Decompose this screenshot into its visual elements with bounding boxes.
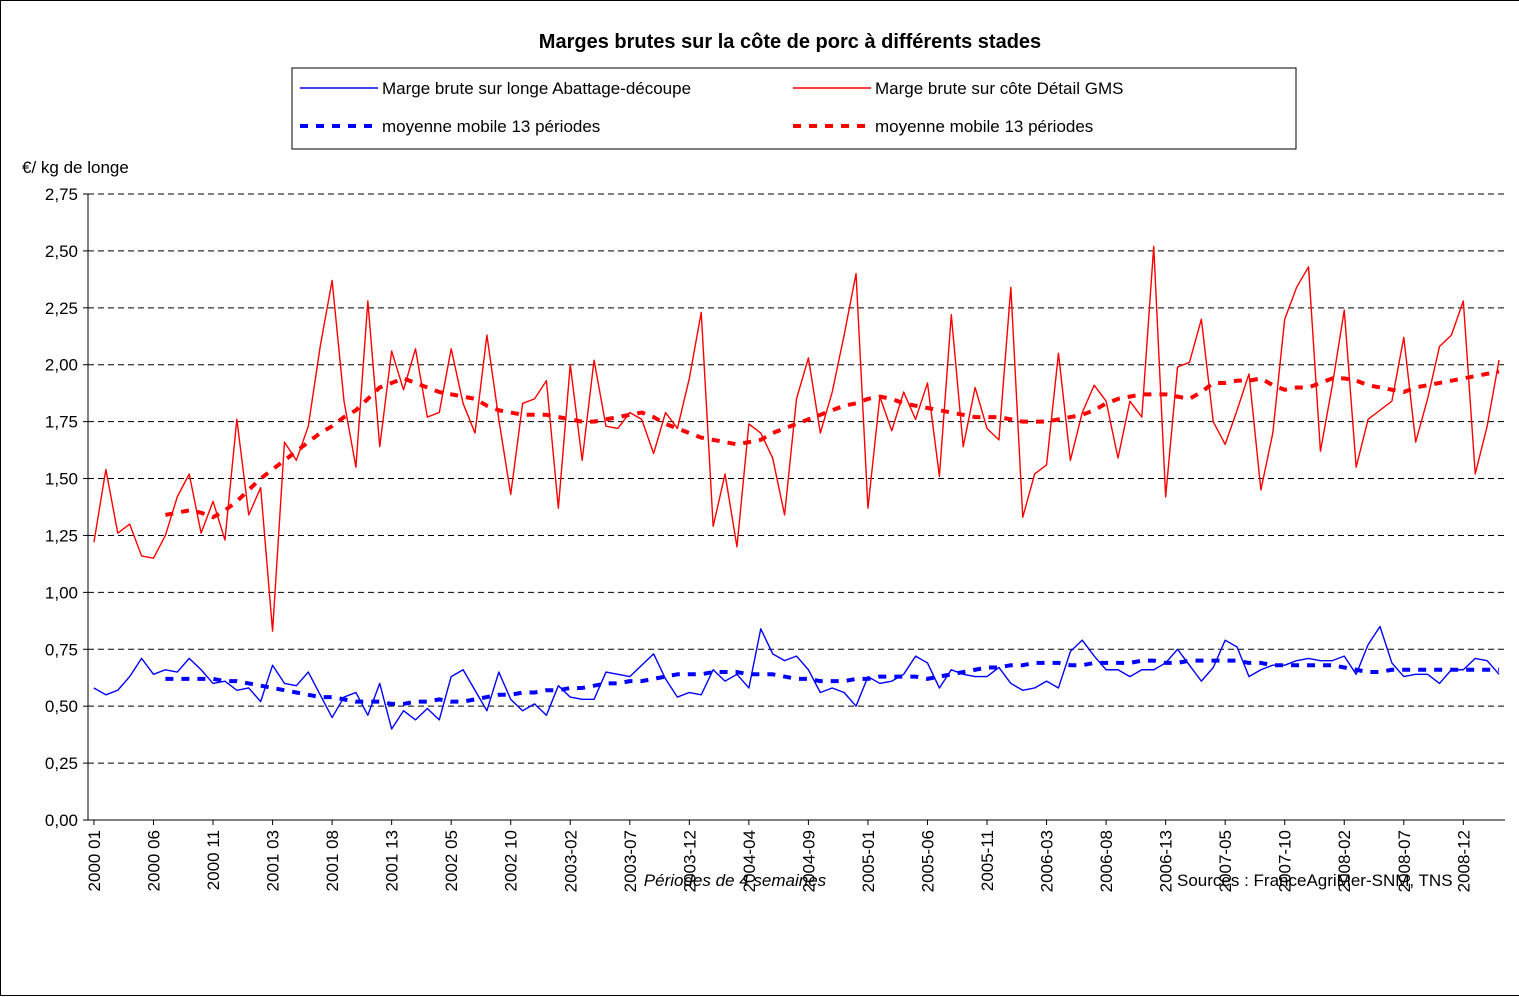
legend-label: moyenne mobile 13 périodes <box>382 117 600 136</box>
legend-label: moyenne mobile 13 périodes <box>875 117 1093 136</box>
y-tick-label: 0,75 <box>45 640 78 659</box>
y-tick-label: 0,50 <box>45 697 78 716</box>
legend-label: Marge brute sur longe Abattage-découpe <box>382 79 691 98</box>
y-tick-label: 1,50 <box>45 470 78 489</box>
x-tick-label: 2006-08 <box>1097 830 1116 892</box>
x-tick-label: 2008-07 <box>1395 830 1414 892</box>
series-line <box>165 658 1500 706</box>
plot-area <box>88 194 1505 820</box>
x-axis-label: Périodes de 4 semaines <box>644 871 827 890</box>
legend-box <box>291 67 1297 150</box>
x-tick-label: 2003-02 <box>561 830 580 892</box>
y-tick-label: 2,00 <box>45 356 78 375</box>
y-tick-label: 2,75 <box>45 185 78 204</box>
x-tick-label: 2001 08 <box>323 830 342 891</box>
x-tick-label: 2007-05 <box>1216 830 1235 892</box>
y-axis-label: €/ kg de longe <box>22 158 129 177</box>
series-line <box>93 245 1500 632</box>
y-tick-label: 1,75 <box>45 413 78 432</box>
x-tick-label: 2006-03 <box>1038 830 1057 892</box>
x-tick-label: 2008-12 <box>1454 830 1473 892</box>
x-tick-label: 2005-11 <box>978 830 997 891</box>
x-tick-label: 2004-04 <box>740 830 759 892</box>
y-tick-label: 2,25 <box>45 299 78 318</box>
x-tick-label: 2000 01 <box>85 830 104 891</box>
x-tick-label: 2000 11 <box>204 830 223 890</box>
y-tick-label: 0,00 <box>45 811 78 830</box>
series-line <box>93 625 1500 730</box>
y-tick-label: 1,25 <box>45 526 78 545</box>
x-tick-label: 2008-02 <box>1335 830 1354 892</box>
x-tick-label: 2005-01 <box>859 830 878 892</box>
y-tick-label: 2,50 <box>45 242 78 261</box>
x-tick-label: 2000 06 <box>144 830 163 891</box>
y-tick-label: 0,25 <box>45 754 78 773</box>
source-note: Sources : FranceAgriMer-SNM, TNS <box>1177 871 1453 890</box>
x-tick-label: 2002 10 <box>502 830 521 891</box>
x-tick-label: 2003-12 <box>680 830 699 892</box>
x-tick-label: 2002 05 <box>442 830 461 891</box>
y-tick-label: 1,00 <box>45 583 78 602</box>
x-tick-label: 2005-06 <box>918 830 937 892</box>
x-tick-label: 2007-10 <box>1276 830 1295 892</box>
x-tick-label: 2001 13 <box>383 830 402 891</box>
legend-label: Marge brute sur côte Détail GMS <box>875 79 1123 98</box>
x-tick-label: 2003-07 <box>621 830 640 892</box>
x-tick-label: 2006-13 <box>1157 830 1176 892</box>
x-tick-label: 2001 03 <box>264 830 283 891</box>
x-tick-label: 2004-09 <box>799 830 818 892</box>
chart-title: Marges brutes sur la côte de porc à diff… <box>539 31 1041 53</box>
